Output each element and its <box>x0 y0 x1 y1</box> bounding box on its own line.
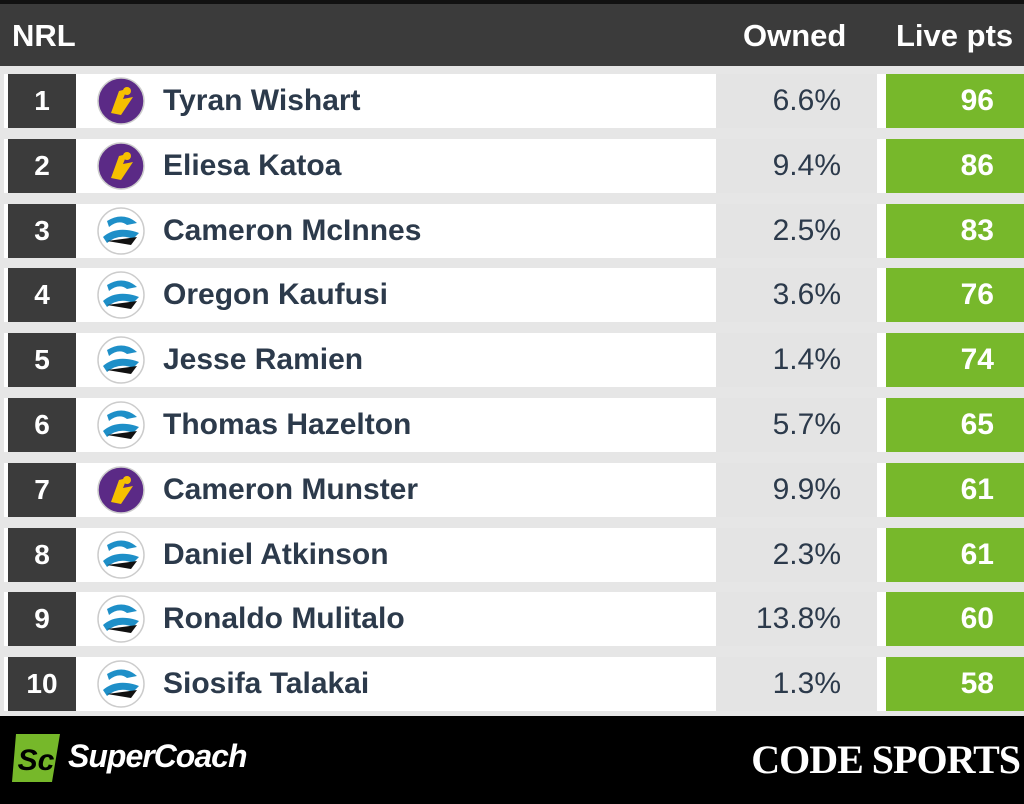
player-name: Daniel Atkinson <box>163 537 389 571</box>
row: 1 Tyran Wishart 6.6% 96 <box>4 74 1024 128</box>
player-name: Oregon Kaufusi <box>163 278 389 312</box>
owned: 2.5% <box>716 203 877 258</box>
live-points: 96 <box>886 74 1024 128</box>
title: NRL <box>12 18 76 53</box>
owned: 9.4% <box>716 138 877 193</box>
row: 7 Cameron Munster 9.9% 61 <box>4 462 1024 519</box>
player-name: Cameron McInnes <box>163 213 422 247</box>
live-points: 86 <box>886 138 1024 193</box>
supercoach-logo: SuperCoach <box>68 738 247 774</box>
rank: 1 <box>8 74 76 128</box>
footer: Sc SuperCoach CODE SPORTS <box>0 716 1024 804</box>
row: 2 Eliesa Katoa 9.4% 86 <box>4 138 1024 195</box>
team-logo <box>97 466 145 519</box>
team-logo <box>97 206 145 260</box>
team-logo <box>97 77 145 130</box>
codesports-logo: CODE SPORTS <box>751 737 1021 782</box>
row: 10 Siosifa Talakai 1.3% 58 <box>4 657 1024 713</box>
player-name: Thomas Hazelton <box>163 408 412 441</box>
player-name: Jesse Ramien <box>163 343 364 377</box>
team-logo <box>97 336 145 389</box>
team-logo <box>97 660 145 713</box>
rank: 5 <box>8 333 76 388</box>
owned: 5.7% <box>716 398 877 452</box>
team-logo <box>97 530 145 584</box>
rank: 4 <box>8 268 76 323</box>
points-header: Live pts <box>896 18 1014 53</box>
owned: 1.4% <box>716 333 877 388</box>
live-points: 65 <box>886 398 1024 452</box>
header: NRL Owned Live pts <box>0 0 1024 66</box>
live-points: 61 <box>886 527 1024 582</box>
owned: 2.3% <box>716 527 877 582</box>
rank: 2 <box>8 138 76 193</box>
rank: 3 <box>8 203 76 258</box>
rank: 9 <box>8 592 76 647</box>
owned-header: Owned <box>743 18 847 53</box>
row: 5 Jesse Ramien 1.4% 74 <box>4 333 1024 389</box>
live-points: 76 <box>886 268 1024 323</box>
owned: 3.6% <box>716 268 877 323</box>
rank: 10 <box>8 657 76 712</box>
player-name: Eliesa Katoa <box>163 148 342 182</box>
team-logo <box>97 142 145 195</box>
supercoach-icon: Sc <box>12 734 60 782</box>
row: 8 Daniel Atkinson 2.3% 61 <box>4 527 1024 584</box>
live-points: 83 <box>886 203 1024 258</box>
player-name: Cameron Munster <box>163 472 419 506</box>
player-name: Ronaldo Mulitalo <box>163 602 405 636</box>
team-logo <box>97 595 145 648</box>
team-logo <box>97 401 145 454</box>
row: 4 Oregon Kaufusi 3.6% 76 <box>4 268 1024 324</box>
player-name: Tyran Wishart <box>163 84 361 117</box>
team-logo <box>97 271 145 324</box>
row: 6 Thomas Hazelton 5.7% 65 <box>4 398 1024 452</box>
live-points: 60 <box>886 592 1024 647</box>
svg-text:Sc: Sc <box>18 744 55 777</box>
row: 9 Ronaldo Mulitalo 13.8% 60 <box>4 592 1024 648</box>
player-name: Siosifa Talakai <box>163 667 370 701</box>
owned: 9.9% <box>716 462 877 517</box>
rank: 7 <box>8 462 76 517</box>
owned: 13.8% <box>716 592 877 647</box>
live-points: 58 <box>886 657 1024 712</box>
rank: 8 <box>8 527 76 582</box>
live-points: 61 <box>886 462 1024 517</box>
owned: 6.6% <box>716 74 877 128</box>
live-points: 74 <box>886 333 1024 388</box>
rank: 6 <box>8 398 76 452</box>
row: 3 Cameron McInnes 2.5% 83 <box>4 203 1024 260</box>
owned: 1.3% <box>716 657 877 712</box>
